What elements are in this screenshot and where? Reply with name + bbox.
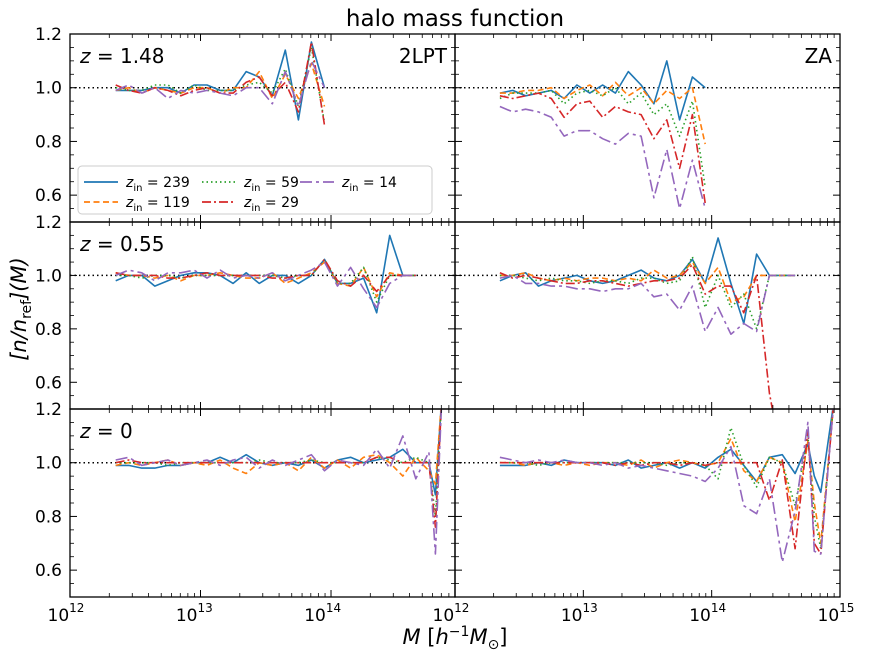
y-tick-label: 1.0: [35, 266, 62, 286]
panel-za-z148: ZA: [454, 33, 841, 223]
legend-label: zin = 119: [125, 195, 190, 214]
y-tick-label: 0.6: [35, 373, 62, 393]
series-line: [499, 409, 834, 494]
method-label: 2LPT: [399, 44, 448, 68]
legend-entry: zin = 119: [84, 195, 190, 214]
series-line: [499, 263, 774, 409]
series-group: [499, 237, 796, 409]
redshift-label: z = 0.55: [79, 232, 165, 256]
series-line: [499, 274, 796, 336]
series-line: [499, 81, 706, 145]
legend-box: [77, 165, 433, 215]
redshift-label: z = 1.48: [79, 44, 165, 68]
y-tick-label: 0.6: [35, 186, 62, 206]
series-line: [499, 105, 706, 210]
panel-frame: [454, 408, 841, 598]
svg-text:M [h−1M⊙]: M [h−1M⊙]: [402, 624, 507, 653]
series-group: [115, 41, 326, 126]
y-tick-label: 1.2: [35, 213, 62, 233]
legend-label: zin = 29: [243, 195, 299, 214]
series-line: [115, 261, 416, 309]
series-line: [499, 255, 796, 330]
y-axis-label: [n/nref](M): [7, 257, 35, 361]
y-tick-label: 0.8: [35, 507, 62, 527]
panel-2lpt-z055: z = 0.55: [69, 221, 456, 410]
legend-label: zin = 239: [125, 175, 190, 194]
series-line: [499, 86, 706, 188]
svg-text:[n/nref](M): [n/nref](M): [7, 257, 35, 361]
x-tick-label: 1013: [176, 601, 213, 626]
y-tick-label: 1.0: [35, 79, 62, 99]
legend-entry: zin = 59: [202, 175, 299, 194]
series-line: [115, 409, 443, 529]
series-line: [115, 60, 326, 108]
series-line: [499, 409, 834, 550]
series-line: [115, 62, 326, 107]
axis-ticks-layer: 0.6 0.8 1.0 1.2 0.6 0.8 1.0 1.2 0.6 0.8 1.0 1.2 1012…: [35, 25, 855, 626]
x-tick-label: 1012: [433, 601, 470, 626]
y-tick-label: 0.6: [35, 561, 62, 581]
legend-entry: zin = 29: [202, 195, 299, 214]
y-tick-label: 1.2: [35, 400, 62, 420]
panel-frame: [454, 221, 841, 410]
method-label: ZA: [805, 44, 833, 68]
series-line: [115, 409, 443, 555]
figure-title: halo mass function: [346, 6, 564, 32]
series-group: [115, 409, 443, 555]
y-tick-label: 0.8: [35, 132, 62, 152]
series-line: [499, 92, 706, 204]
y-tick-label: 0.8: [35, 320, 62, 340]
series-line: [499, 409, 834, 555]
x-tick-label: 1015: [818, 601, 855, 626]
panel-za-z0: [454, 408, 841, 598]
series-line: [499, 237, 796, 325]
legend-label: zin = 14: [341, 175, 397, 194]
series-line: [115, 258, 416, 293]
x-tick-label: 1014: [689, 601, 726, 626]
series-line: [115, 258, 416, 303]
series-line: [115, 234, 416, 314]
legend-label: zin = 59: [243, 175, 299, 194]
x-tick-label: 1012: [48, 601, 85, 626]
x-axis-label: M [h−1M⊙]: [402, 624, 507, 653]
series-group: [499, 409, 834, 563]
y-tick-label: 1.2: [35, 25, 62, 45]
series-group: [499, 60, 706, 210]
panel-2lpt-z0: z = 0: [69, 408, 456, 598]
series-group: [115, 234, 416, 314]
series-line: [115, 41, 326, 121]
series-line: [499, 409, 834, 563]
y-tick-label: 1.0: [35, 454, 62, 474]
x-tick-label: 1013: [561, 601, 598, 626]
panels-layer: z = 1.48 2LPT ZA z = 0.55 z = 0: [69, 33, 841, 598]
redshift-label: z = 0: [79, 419, 133, 443]
panel-za-z055: [454, 221, 841, 410]
x-tick-label: 1014: [304, 601, 341, 626]
legend-entry: zin = 239: [84, 175, 190, 194]
series-line: [499, 409, 834, 545]
legend-entry: zin = 14: [300, 175, 397, 194]
